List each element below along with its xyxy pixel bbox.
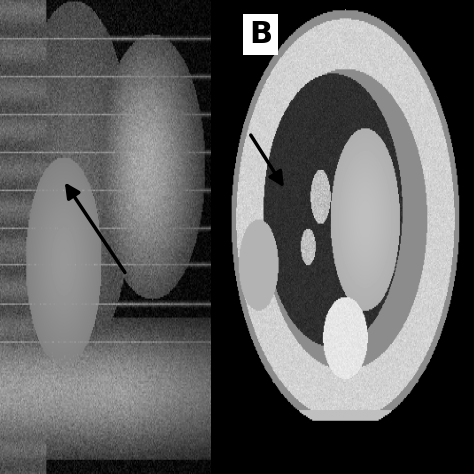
Text: B: B [249,19,273,49]
